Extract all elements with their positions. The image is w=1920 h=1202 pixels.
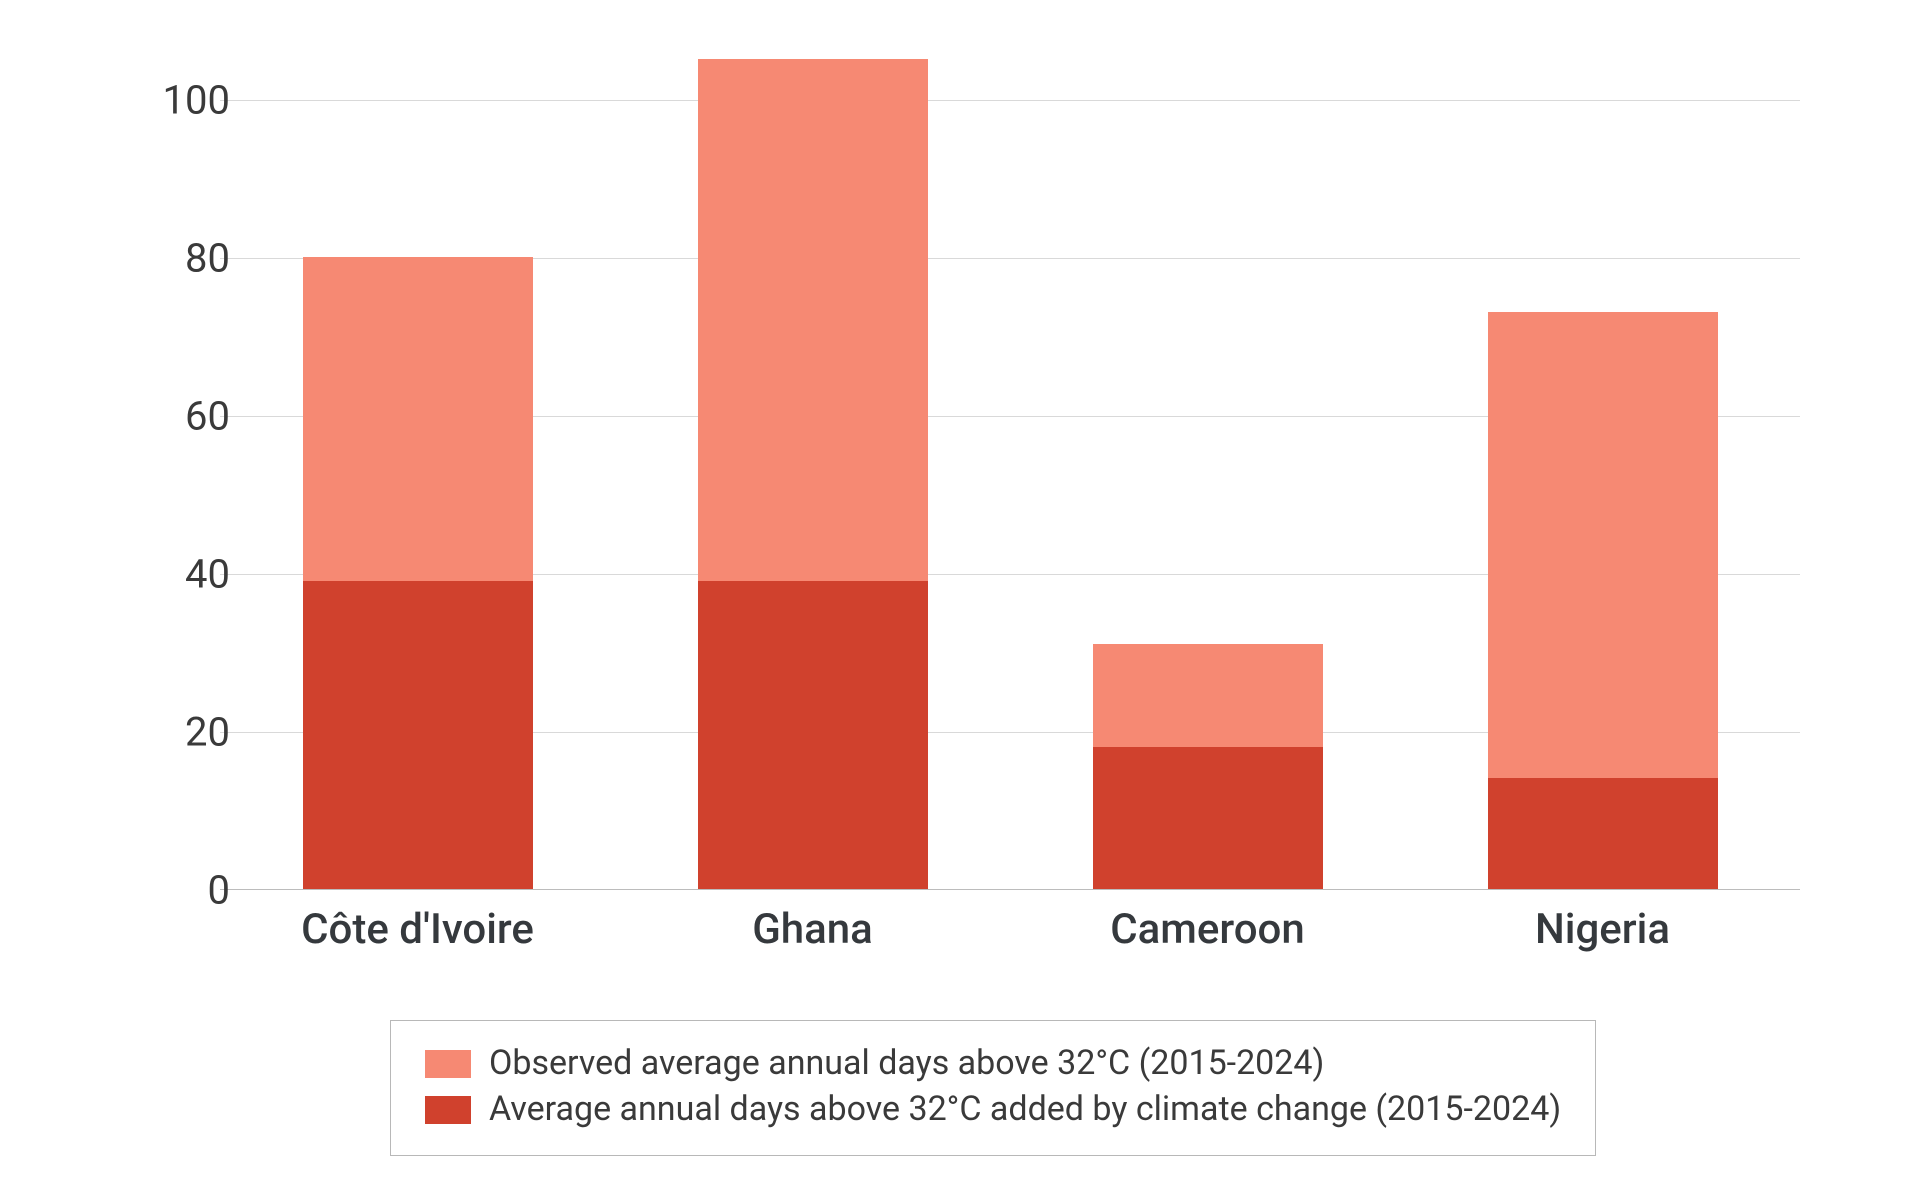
- y-tick-label: 100: [130, 76, 230, 123]
- y-tick-label: 80: [130, 234, 230, 281]
- x-tick-label: Ghana: [752, 905, 873, 954]
- bar-added: [1093, 747, 1323, 889]
- legend-swatch: [425, 1096, 471, 1124]
- y-tick-label: 0: [130, 867, 230, 914]
- y-tick-label: 20: [130, 708, 230, 755]
- bar-added: [303, 581, 533, 889]
- bar-added: [698, 581, 928, 889]
- legend-label: Average annual days above 32°C added by …: [489, 1087, 1561, 1133]
- legend-label: Observed average annual days above 32°C …: [489, 1041, 1324, 1087]
- x-tick-label: Côte d'Ivoire: [301, 905, 534, 954]
- legend-swatch: [425, 1050, 471, 1078]
- gridline: [220, 100, 1800, 101]
- legend-item: Observed average annual days above 32°C …: [425, 1041, 1561, 1087]
- x-tick-label: Cameroon: [1110, 905, 1305, 954]
- bar-chart: 0 20 40 60 80 100 Côte d'Ivoire Ghana Cameroon N…: [100, 60, 1820, 1140]
- chart-legend: Observed average annual days above 32°C …: [390, 1020, 1596, 1156]
- x-tick-label: Nigeria: [1535, 905, 1670, 954]
- y-tick-label: 60: [130, 392, 230, 439]
- y-tick-label: 40: [130, 550, 230, 597]
- legend-item: Average annual days above 32°C added by …: [425, 1087, 1561, 1133]
- plot-area: [220, 60, 1800, 890]
- bar-added: [1488, 778, 1718, 889]
